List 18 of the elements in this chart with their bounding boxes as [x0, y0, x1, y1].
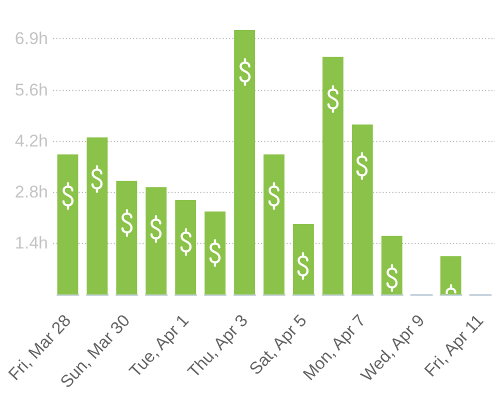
- bar: [322, 56, 344, 294]
- bar: [264, 154, 284, 294]
- bar: [204, 212, 226, 294]
- bar: [86, 137, 108, 294]
- y-tick-label: 2.8h: [14, 182, 48, 202]
- y-tick-label: 1.4h: [14, 234, 48, 253]
- bar: [352, 124, 373, 294]
- bar: [234, 30, 255, 294]
- bar: [293, 224, 314, 294]
- bar: [175, 200, 196, 294]
- bar: [57, 154, 78, 294]
- y-tick-label: 6.9h: [14, 28, 48, 48]
- bar: [146, 187, 167, 294]
- bar: [440, 256, 462, 294]
- bar: [381, 236, 402, 294]
- bar: [116, 180, 138, 294]
- y-tick-label: 4.2h: [14, 132, 48, 151]
- y-tick-label: 5.6h: [14, 80, 48, 100]
